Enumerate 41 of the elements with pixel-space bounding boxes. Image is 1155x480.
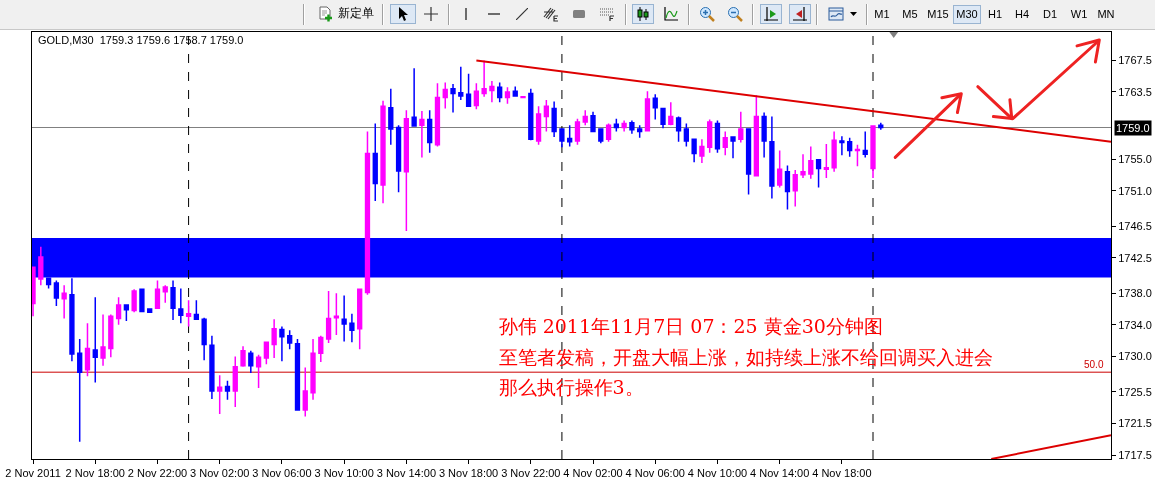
y-tick-label: 1751.0 <box>1118 184 1152 197</box>
x-tick-label: 2 Nov 22:00 <box>127 467 188 480</box>
x-tick-label: 3 Nov 22:00 <box>501 467 561 480</box>
x-tick-label: 3 Nov 18:00 <box>438 467 499 480</box>
x-tick-label: 3 Nov 14:00 <box>376 467 437 480</box>
x-tick-label: 4 Nov 06:00 <box>625 467 685 480</box>
y-tick-label: 1734.0 <box>1118 318 1152 331</box>
ref-line-label: 1759.0 <box>1116 122 1150 134</box>
timeframe-label: M30 <box>956 8 978 21</box>
y-tick-label: 1742.5 <box>1118 251 1152 264</box>
toolbar-label: 新定单 <box>338 7 374 20</box>
annotation: 50.0 <box>1084 359 1104 370</box>
y-tick-label: 1738.0 <box>1118 287 1152 300</box>
timeframe-label: H1 <box>987 8 1003 21</box>
timeframe-label: W1 <box>1070 8 1088 21</box>
annotation: 那么执行操作3。 <box>498 375 644 400</box>
timeframe-label: D1 <box>1042 8 1058 21</box>
x-tick-label: 2 Nov 2011 <box>5 467 61 480</box>
y-tick-label: 1746.5 <box>1118 220 1152 233</box>
x-tick-label: 3 Nov 02:00 <box>190 467 250 480</box>
annotation: 至笔者发稿，开盘大幅上涨，如持续上涨不给回调买入进会 <box>498 344 993 369</box>
timeframe-label: M5 <box>902 8 918 21</box>
y-tick-label: 1717.5 <box>1118 448 1152 461</box>
y-tick-label: 1767.5 <box>1118 54 1152 67</box>
x-tick-label: 4 Nov 02:00 <box>563 467 623 480</box>
x-tick-label: 3 Nov 06:00 <box>252 467 312 480</box>
timeframe-label: MN <box>1097 8 1115 21</box>
y-tick-label: 1721.5 <box>1118 417 1152 430</box>
timeframe-label: M15 <box>927 8 949 21</box>
annotation: 孙伟 2011年11月7日 07：25 黄金30分钟图 <box>498 313 883 338</box>
x-tick-label: 4 Nov 18:00 <box>812 467 872 480</box>
timeframe-label: M1 <box>874 8 890 21</box>
y-tick-label: 1725.5 <box>1118 385 1152 398</box>
y-tick-label: 1730.0 <box>1118 350 1152 363</box>
timeframe-label: H4 <box>1014 8 1030 21</box>
y-tick-label: 1763.5 <box>1118 85 1152 98</box>
x-tick-label: 4 Nov 14:00 <box>750 467 810 480</box>
x-tick-label: 3 Nov 10:00 <box>314 467 374 480</box>
y-tick-label: 1755.0 <box>1118 152 1152 165</box>
x-tick-label: 4 Nov 10:00 <box>687 467 748 480</box>
x-tick-label: 2 Nov 18:00 <box>65 467 125 480</box>
